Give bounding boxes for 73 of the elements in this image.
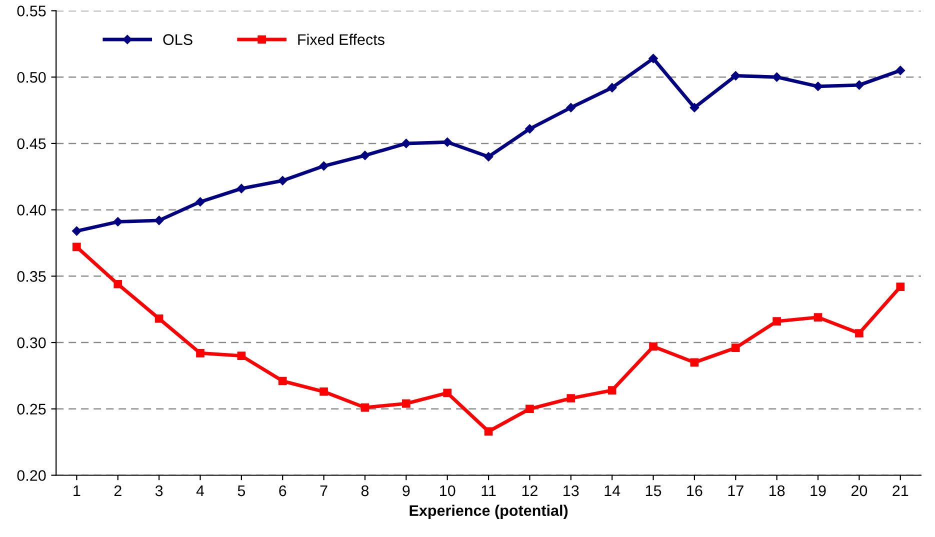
y-tick-label: 0.35 <box>17 271 46 282</box>
point <box>237 352 246 360</box>
x-tick-label: 12 <box>522 485 538 496</box>
y-tick-label: 0.45 <box>17 138 46 150</box>
legend-label: OLS <box>163 34 192 45</box>
point <box>648 54 658 64</box>
point <box>814 313 822 322</box>
point <box>319 161 328 171</box>
x-tick-label: 21 <box>892 485 908 496</box>
x-tick-label: 9 <box>402 485 410 496</box>
x-tick-label: 13 <box>564 485 579 496</box>
point <box>360 403 370 412</box>
point <box>236 184 246 194</box>
point <box>278 376 287 386</box>
point <box>196 348 204 358</box>
point <box>154 314 164 323</box>
y-tick-label: 0.40 <box>17 204 46 216</box>
point <box>526 404 534 414</box>
y-tick-label: 0.55 <box>17 6 46 16</box>
point <box>320 387 328 396</box>
y-tick-label: 0.50 <box>17 72 46 83</box>
x-tick-label: 18 <box>770 485 785 496</box>
x-tick-label: 7 <box>320 486 328 496</box>
point <box>731 344 740 352</box>
x-tick-label: 2 <box>114 485 122 496</box>
point <box>690 358 699 367</box>
point <box>855 329 864 338</box>
x-tick-label: 8 <box>361 485 369 496</box>
point <box>649 342 658 351</box>
x-tick-label: 3 <box>155 485 163 496</box>
legend-label: Fixed Effects <box>298 34 384 45</box>
point <box>813 82 823 92</box>
point <box>566 103 576 112</box>
point <box>402 399 410 408</box>
x-tick-label: 5 <box>238 486 246 496</box>
point <box>278 176 288 186</box>
point <box>525 124 534 134</box>
point <box>566 394 576 402</box>
point <box>443 388 452 398</box>
x-tick-label: 11 <box>482 486 496 496</box>
x-tick-label: 17 <box>728 486 744 496</box>
point <box>484 152 494 162</box>
x-axis-title: Experience (potential) <box>410 504 568 520</box>
x-tick-label: 4 <box>196 486 204 496</box>
y-tick-label: 0.30 <box>17 337 46 348</box>
x-tick-label: 15 <box>646 486 662 496</box>
point <box>484 427 493 436</box>
point <box>896 66 906 76</box>
y-tick-label: 0.20 <box>17 470 46 481</box>
x-tick-label: 14 <box>604 486 620 496</box>
x-tick-label: 16 <box>687 485 702 496</box>
x-tick-label: 6 <box>279 485 286 496</box>
point <box>731 71 740 80</box>
point <box>114 280 122 288</box>
y-tick-label: 0.25 <box>17 404 46 415</box>
point <box>772 317 781 326</box>
point <box>402 138 411 148</box>
x-tick-label: 20 <box>851 485 868 496</box>
point <box>72 226 82 236</box>
point <box>896 282 905 291</box>
point <box>854 80 864 90</box>
point <box>113 217 122 226</box>
point <box>690 103 700 112</box>
x-tick-label: 10 <box>440 485 456 496</box>
point <box>360 150 370 160</box>
x-tick-label: 19 <box>810 485 826 496</box>
point <box>608 386 616 394</box>
point <box>607 83 617 92</box>
point <box>196 197 205 206</box>
point <box>772 72 782 82</box>
x-tick-label: 1 <box>74 486 80 496</box>
point <box>72 242 81 252</box>
point <box>154 216 164 226</box>
